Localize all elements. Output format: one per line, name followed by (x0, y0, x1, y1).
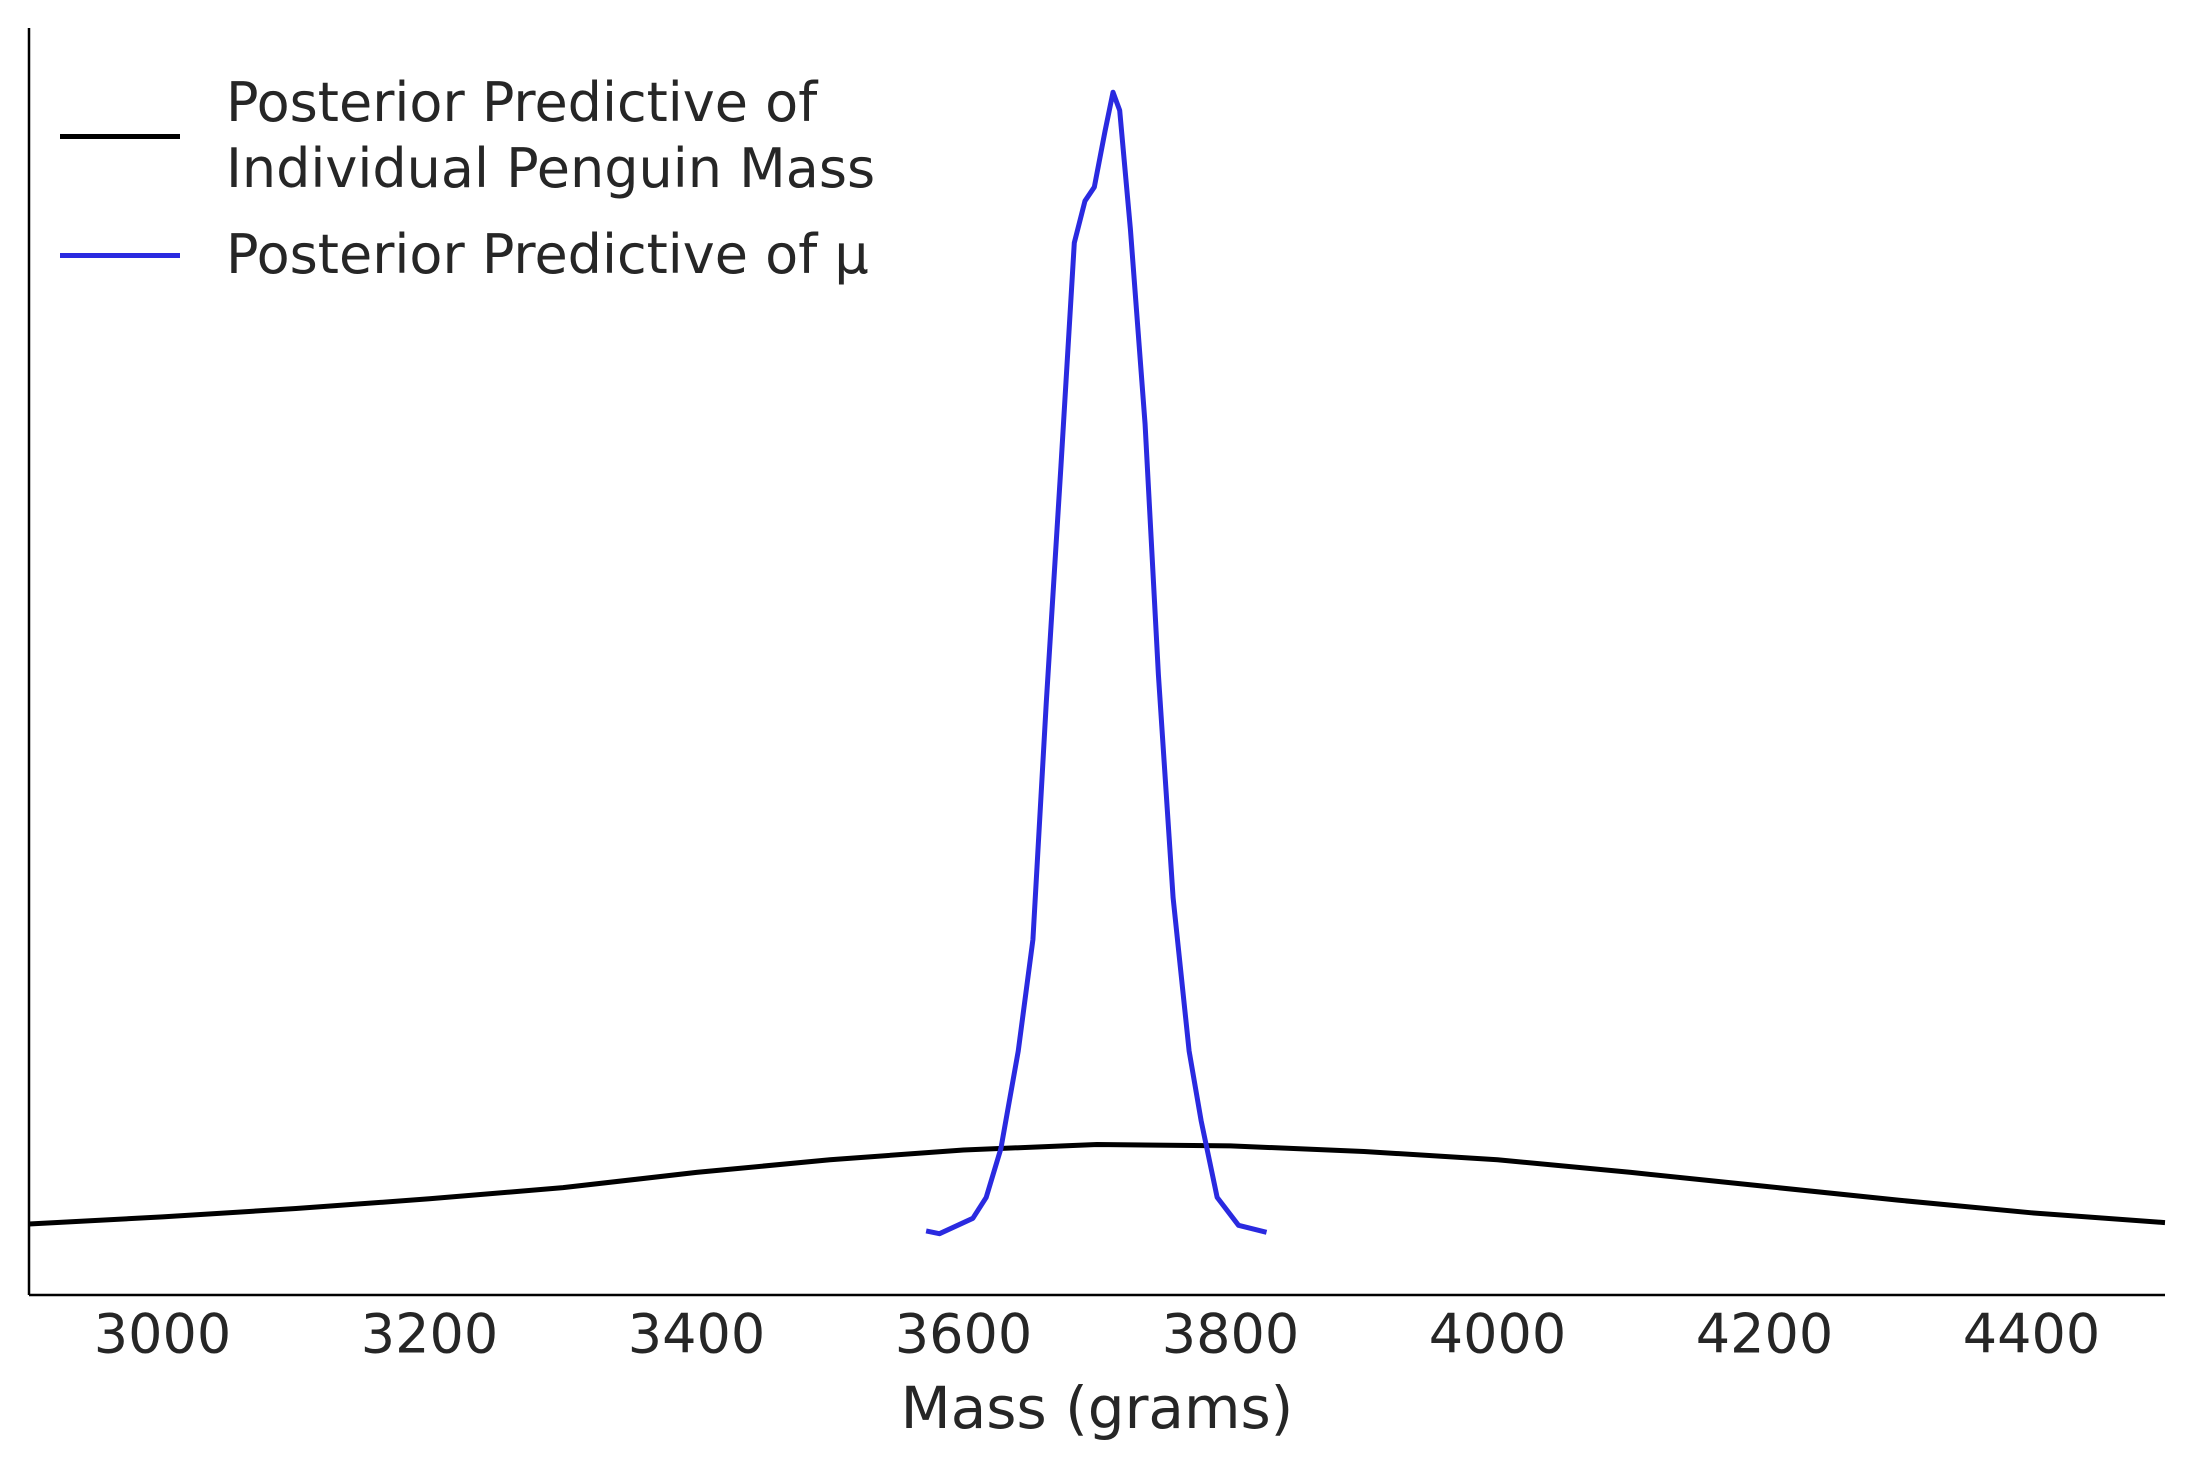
line-series (28, 1142, 2166, 1227)
x-axis-label: Mass (grams) (901, 1374, 1294, 1442)
x-tick-label: 4400 (1963, 1303, 2100, 1366)
legend-entry: Posterior Predictive of μ (60, 222, 875, 288)
x-tick-label: 4200 (1696, 1303, 1833, 1366)
x-tick-label: 3400 (628, 1303, 765, 1366)
legend-entry: Posterior Predictive of Individual Pengu… (60, 70, 875, 202)
line-series (925, 89, 1268, 1237)
x-tick-label: 3800 (1162, 1303, 1299, 1366)
x-tick-label: 3600 (895, 1303, 1032, 1366)
x-tick-label: 4000 (1429, 1303, 1566, 1366)
legend-swatch (60, 133, 180, 139)
x-tick-label: 3200 (361, 1303, 498, 1366)
legend: Posterior Predictive of Individual Pengu… (60, 70, 875, 308)
legend-label: Posterior Predictive of μ (226, 223, 869, 286)
legend-swatch (60, 252, 180, 258)
x-tick-label: 3000 (94, 1303, 231, 1366)
legend-label: Posterior Predictive of Individual Pengu… (226, 71, 876, 200)
